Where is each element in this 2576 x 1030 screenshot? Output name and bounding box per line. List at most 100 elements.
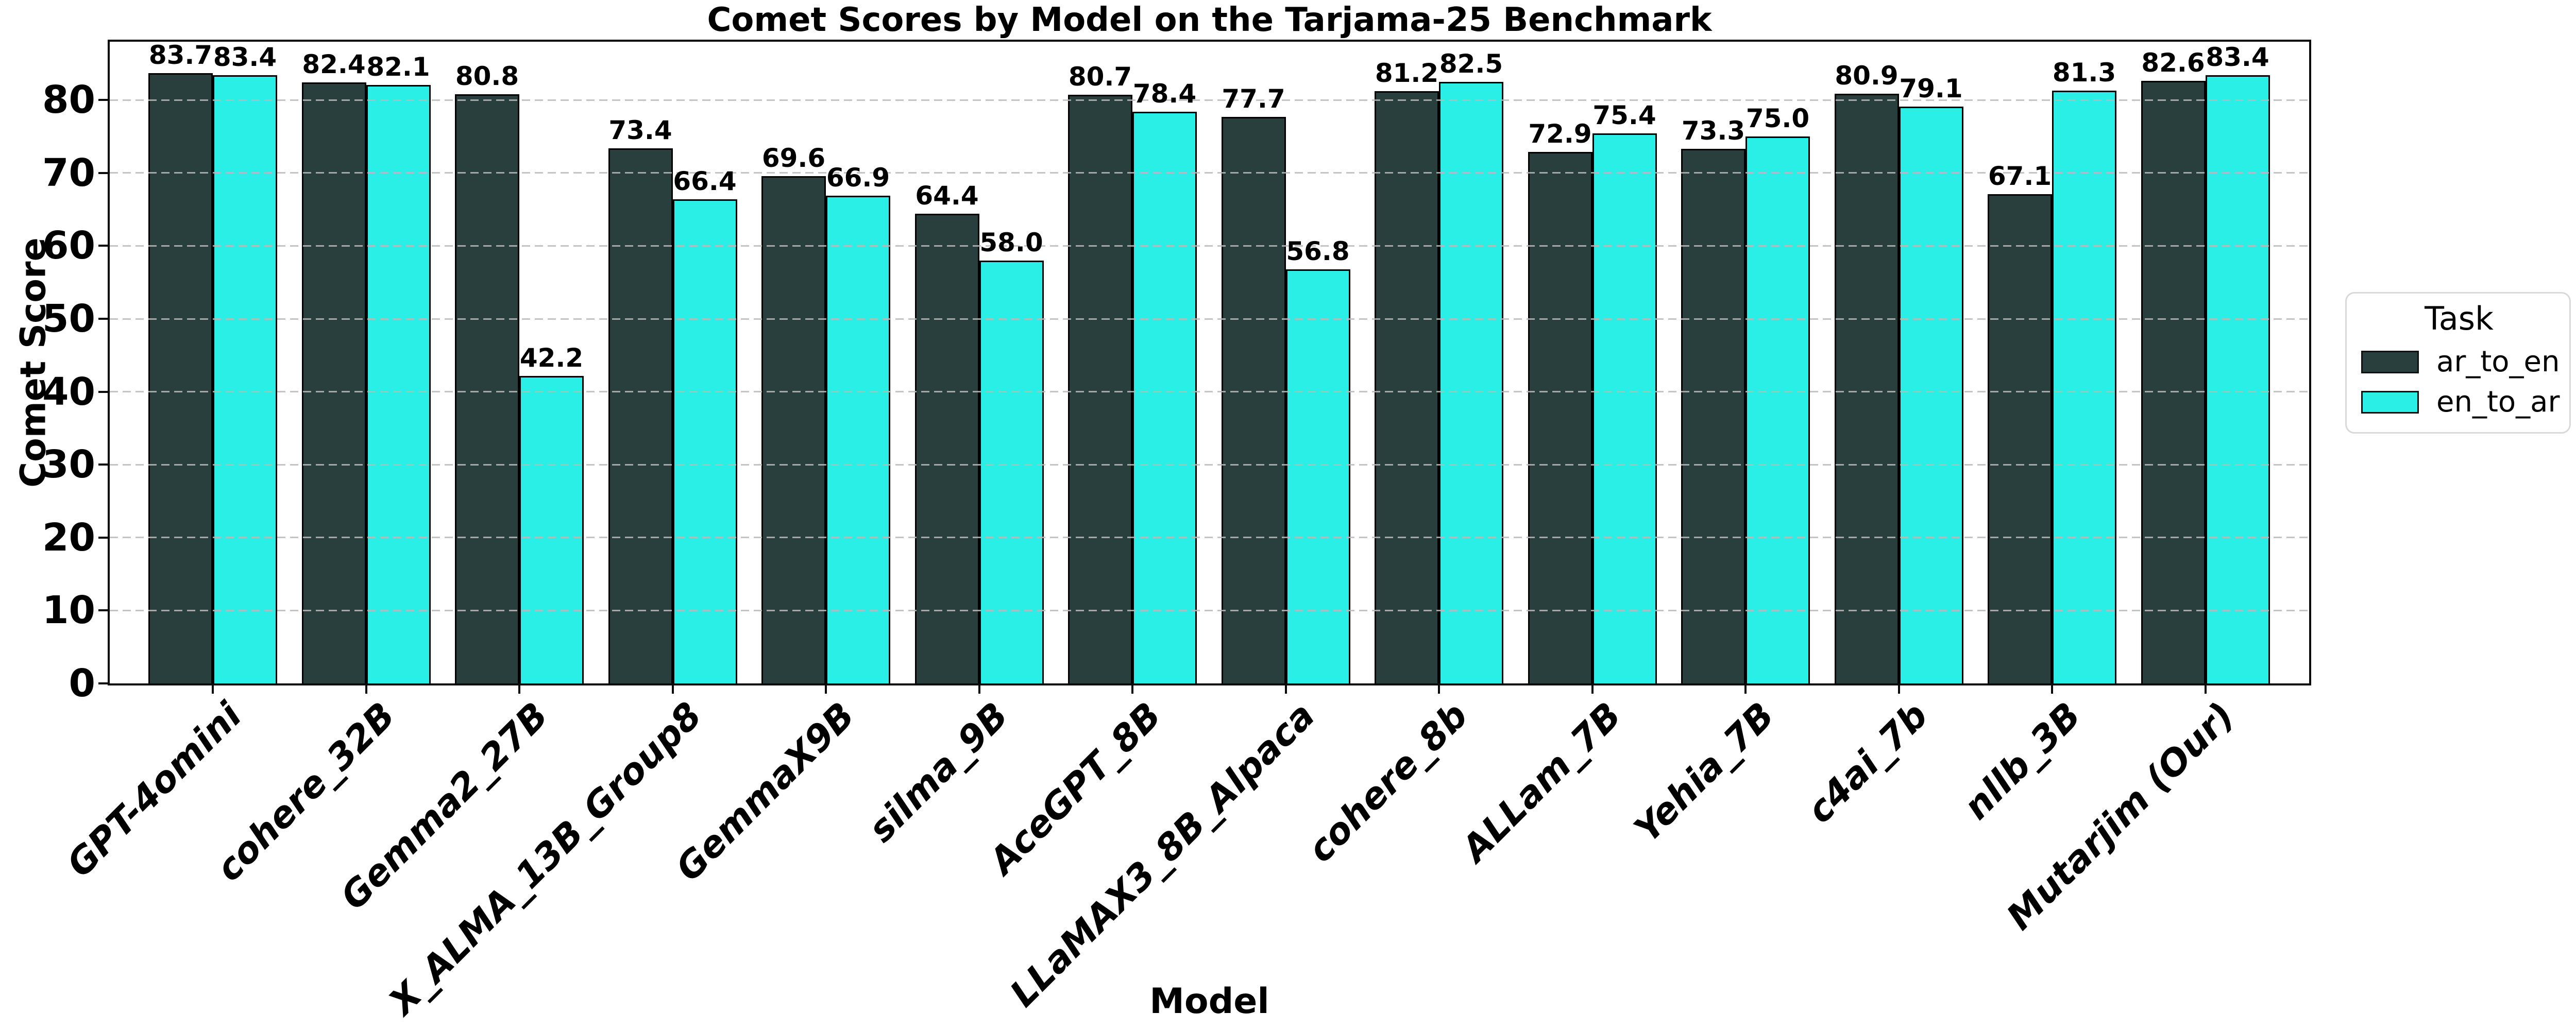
bar-en_to_ar-ALLam_7B (1592, 133, 1657, 683)
y-tick-mark (98, 609, 108, 612)
x-tick-mark (1438, 685, 1440, 694)
chart-title: Comet Scores by Model on the Tarjama-25 … (707, 1, 1712, 39)
bar-en_to_ar-Gemma2_27B (519, 375, 584, 683)
x-tick-mark (212, 685, 214, 694)
x-tick-mark (1744, 685, 1747, 694)
legend-swatch-en-to-ar (2361, 391, 2419, 414)
value-label-ar_to_en-X_ALMA_13B_Group8: 73.4 (608, 115, 672, 145)
legend-item-ar-to-en: ar_to_en (2361, 347, 2560, 377)
value-label-en_to_ar-LLaMAX3_8B_Alpaca: 56.8 (1286, 236, 1350, 266)
bar-en_to_ar-AceGPT_8B (1132, 111, 1197, 683)
value-label-en_to_ar-Yehia_7B: 75.0 (1745, 104, 1810, 134)
value-label-ar_to_en-cohere_8b: 81.2 (1375, 58, 1439, 89)
gridline-y-10 (110, 609, 2309, 611)
value-label-ar_to_en-LLaMAX3_8B_Alpaca: 77.7 (1222, 83, 1285, 114)
x-tick-mark (978, 685, 980, 694)
bar-en_to_ar-GemmaX9B (826, 195, 890, 683)
y-tick-mark (98, 390, 108, 393)
y-tick-mark (98, 318, 108, 320)
gridline-y-20 (110, 537, 2309, 539)
bar-ar_to_en-X_ALMA_13B_Group8 (608, 148, 673, 683)
bar-ar_to_en-Yehia_7B (1681, 149, 1745, 683)
legend-label: en_to_ar (2436, 385, 2560, 419)
legend: Task ar_to_en en_to_ar (2345, 292, 2571, 434)
value-label-ar_to_en-silma_9B: 64.4 (915, 181, 979, 211)
value-label-ar_to_en-c4ai_7b: 80.9 (1835, 60, 1899, 91)
bar-en_to_ar-X_ALMA_13B_Group8 (672, 199, 737, 683)
bar-ar_to_en-c4ai_7b (1834, 93, 1899, 683)
y-tick-mark (98, 464, 108, 466)
legend-item-en-to-ar: en_to_ar (2361, 385, 2560, 419)
gridline-y-50 (110, 318, 2309, 320)
y-tick-label-20: 20 (42, 515, 95, 560)
y-axis-label: Comet Score (13, 237, 54, 488)
bar-ar_to_en-AceGPT_8B (1068, 95, 1132, 683)
bar-en_to_ar-Mutarjim (Our) (2205, 75, 2270, 683)
y-tick-label-50: 50 (42, 297, 95, 341)
bar-ar_to_en-cohere_8b (1375, 91, 1439, 683)
bar-ar_to_en-silma_9B (914, 214, 979, 683)
x-axis-label: Model (1149, 981, 1269, 1022)
value-label-en_to_ar-Gemma2_27B: 42.2 (519, 342, 584, 373)
value-label-ar_to_en-cohere_32B: 82.4 (302, 49, 366, 80)
bar-ar_to_en-GemmaX9B (761, 176, 826, 683)
y-tick-label-80: 80 (42, 78, 95, 123)
bar-ar_to_en-LLaMAX3_8B_Alpaca (1221, 116, 1286, 683)
bar-en_to_ar-cohere_8b (1439, 81, 1503, 683)
x-tick-mark (1284, 685, 1287, 694)
value-label-en_to_ar-c4ai_7b: 79.1 (1899, 74, 1963, 104)
gridline-y-70 (110, 172, 2309, 174)
x-tick-mark (2204, 685, 2207, 694)
gridline-y-30 (110, 464, 2309, 466)
value-label-en_to_ar-nllb_3B: 81.3 (2052, 57, 2116, 88)
value-label-en_to_ar-AceGPT_8B: 78.4 (1132, 78, 1197, 109)
value-label-ar_to_en-Gemma2_27B: 80.8 (455, 61, 519, 91)
value-label-en_to_ar-Mutarjim (Our): 83.4 (2206, 42, 2269, 73)
value-label-ar_to_en-Mutarjim (Our): 82.6 (2141, 48, 2205, 78)
gridline-y-80 (110, 99, 2309, 101)
y-tick-mark (98, 682, 108, 684)
value-label-en_to_ar-cohere_8b: 82.5 (1439, 48, 1503, 79)
y-tick-label-0: 0 (69, 661, 96, 706)
value-label-ar_to_en-GemmaX9B: 69.6 (761, 143, 826, 173)
value-label-en_to_ar-silma_9B: 58.0 (979, 227, 1043, 258)
gridline-y-40 (110, 391, 2309, 393)
y-tick-mark (98, 536, 108, 539)
value-label-en_to_ar-ALLam_7B: 75.4 (1592, 100, 1656, 131)
bar-en_to_ar-silma_9B (979, 260, 1044, 683)
x-tick-mark (825, 685, 827, 694)
x-tick-mark (2051, 685, 2053, 694)
value-label-en_to_ar-GemmaX9B: 66.9 (826, 162, 890, 193)
value-label-en_to_ar-GPT-4omini: 83.4 (213, 42, 277, 73)
bar-ar_to_en-nllb_3B (1988, 194, 2052, 683)
bar-en_to_ar-Yehia_7B (1745, 136, 1810, 683)
value-label-ar_to_en-ALLam_7B: 72.9 (1528, 118, 1592, 149)
x-tick-mark (365, 685, 367, 694)
x-tick-mark (671, 685, 674, 694)
bar-ar_to_en-cohere_32B (301, 82, 366, 683)
bar-en_to_ar-LLaMAX3_8B_Alpaca (1285, 269, 1350, 683)
bar-ar_to_en-ALLam_7B (1528, 151, 1592, 683)
bar-en_to_ar-GPT-4omini (213, 75, 277, 683)
value-label-ar_to_en-GPT-4omini: 83.7 (148, 40, 213, 70)
plot-area: 83.7 83.4 82.4 82.1 80.8 42.2 73.4 66.4 69.6 66.9… (110, 42, 2309, 683)
x-tick-mark (1591, 685, 1594, 694)
x-tick-mark (1897, 685, 1900, 694)
y-tick-mark (98, 245, 108, 247)
y-tick-label-60: 60 (42, 224, 95, 268)
bar-en_to_ar-cohere_32B (366, 84, 431, 683)
y-tick-label-70: 70 (42, 150, 95, 195)
y-tick-mark (98, 171, 108, 174)
value-label-ar_to_en-nllb_3B: 67.1 (1988, 161, 2052, 191)
plot-border (108, 40, 2311, 685)
bar-en_to_ar-c4ai_7b (1899, 107, 1963, 683)
legend-swatch-ar-to-en (2361, 351, 2419, 373)
value-label-en_to_ar-X_ALMA_13B_Group8: 66.4 (673, 166, 737, 196)
y-tick-mark (98, 99, 108, 101)
legend-title: Task (2425, 300, 2494, 337)
y-tick-label-40: 40 (42, 369, 95, 414)
y-tick-label-10: 10 (42, 588, 95, 633)
bar-ar_to_en-GPT-4omini (148, 73, 213, 683)
bar-ar_to_en-Gemma2_27B (455, 94, 519, 683)
